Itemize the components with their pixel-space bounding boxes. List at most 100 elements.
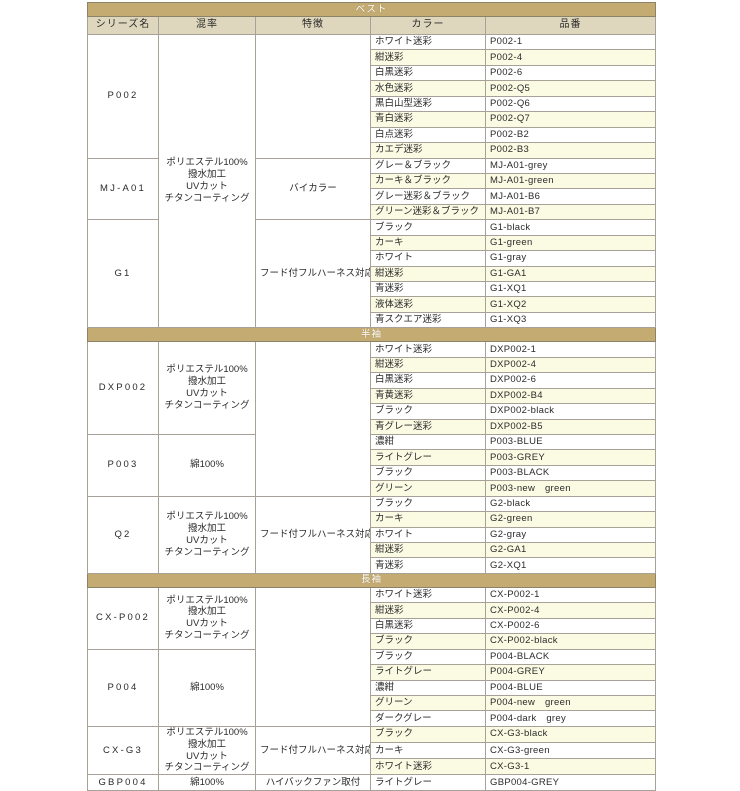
table-row: 青迷彩 G2-XQ1 xyxy=(88,557,656,574)
blend-cell: ポリエステル100% 撥水加工 UVカット チタンコーティング xyxy=(158,33,256,329)
blend-line: 撥水加工 xyxy=(187,606,226,618)
blend-line: ポリエステル100% xyxy=(166,726,248,738)
color-cell: ブラック xyxy=(370,403,486,420)
color-cell: ブラック xyxy=(370,219,486,236)
code-cell: G1-gray xyxy=(485,250,656,267)
color-cell: 白黒迷彩 xyxy=(370,617,486,635)
color-cell: ライトグレー xyxy=(370,774,486,791)
color-cell: ホワイト xyxy=(370,250,486,267)
color-cell: ホワイト迷彩 xyxy=(370,758,486,776)
code-cell: P003-BLUE xyxy=(485,433,656,451)
code-cell: DXP002-B4 xyxy=(485,387,656,405)
code-cell: P002-4 xyxy=(485,49,656,66)
code-cell: P002-6 xyxy=(485,64,656,82)
table-row: グリーン迷彩＆ブラック MJ-A01-B7 xyxy=(88,203,656,221)
series-cell: DXP002 xyxy=(87,341,159,435)
section-header-row: 長袖 xyxy=(87,572,656,588)
color-cell: グレー迷彩＆ブラック xyxy=(370,188,486,205)
blend-line: チタンコーティング xyxy=(164,193,250,205)
blend-line: ポリエステル100% xyxy=(166,364,248,376)
code-cell: G1-black xyxy=(485,219,656,236)
code-cell: DXP002-B5 xyxy=(485,418,656,435)
color-cell: カーキ xyxy=(370,741,486,760)
table-row: 青黄迷彩 DXP002-B4 xyxy=(88,387,656,405)
code-cell: CX-G3-black xyxy=(485,725,656,743)
color-cell: ブラック xyxy=(370,633,486,650)
table-row: G1 フード付フルハーネス対応 ブラック G1-black xyxy=(87,219,656,329)
feature-cell xyxy=(255,34,371,159)
color-cell: ホワイト迷彩 xyxy=(370,33,486,51)
code-cell: DXP002-4 xyxy=(485,356,656,374)
color-cell: ホワイト xyxy=(370,526,486,544)
series-cell: CX-P002 xyxy=(87,586,159,650)
column-header-code: 品番 xyxy=(485,16,656,35)
blend-cell: 綿100% xyxy=(158,648,256,727)
color-cell: ライトグレー xyxy=(370,664,486,681)
series-cell: P004 xyxy=(87,648,159,727)
table-row: 黒白山型迷彩 P002-Q6 xyxy=(88,95,656,113)
table-row: ダークグレー P004-dark grey xyxy=(88,710,656,727)
blend-line: ポリエステル100% xyxy=(166,511,248,523)
table-row: CX-G3 ポリエステル100% 撥水加工 UVカット チタンコーティング フード付フルハ… xyxy=(87,725,656,776)
column-header-feature: 特徴 xyxy=(255,16,371,35)
code-cell: G1-GA1 xyxy=(485,265,656,283)
table-row: 白黒迷彩 DXP002-6 xyxy=(88,372,656,389)
table-row: グリーン P004-new green xyxy=(88,694,656,712)
feature-cell: フード付フルハーネス対応 xyxy=(255,495,371,574)
code-cell: CX-G3-green xyxy=(485,741,656,760)
code-cell: DXP002-1 xyxy=(485,341,656,358)
code-cell: MJ-A01-B7 xyxy=(485,203,656,221)
column-header-row: シリーズ名 混率 特徴 カラー 品番 xyxy=(87,16,656,35)
blend-line: 撥水加工 xyxy=(187,522,226,534)
blend-line: UVカット xyxy=(186,534,228,546)
code-cell: CX-P002-1 xyxy=(485,586,656,604)
series-cell: Q2 xyxy=(87,495,159,574)
blend-cell: ポリエステル100% 撥水加工 UVカット チタンコーティング xyxy=(158,586,256,650)
feature-cell: ハイバックファン取付 xyxy=(255,774,371,791)
code-cell: P002-B2 xyxy=(485,126,656,144)
color-cell: グリーン xyxy=(370,480,486,497)
code-cell: DXP002-6 xyxy=(485,372,656,389)
blend-line: 綿100% xyxy=(190,776,224,788)
color-cell: 青白迷彩 xyxy=(370,111,486,128)
color-cell: 紺迷彩 xyxy=(370,265,486,283)
color-cell: ブラック xyxy=(370,725,486,743)
table-row: MJ-A01 バイカラー グレー＆ブラック MJ-A01-grey xyxy=(87,157,656,221)
table-row: P004 綿100% ブラック P004-BLACK xyxy=(87,648,656,727)
blend-line: 撥水加工 xyxy=(187,738,226,750)
color-cell: グレー＆ブラック xyxy=(370,157,486,174)
code-cell: P004-BLUE xyxy=(485,679,656,696)
color-cell: ダークグレー xyxy=(370,710,486,727)
code-cell: CX-P002-black xyxy=(485,633,656,650)
table-row: カーキ＆ブラック MJ-A01-green xyxy=(88,172,656,190)
feature-cell: バイカラー xyxy=(255,157,371,221)
color-cell: 水色迷彩 xyxy=(370,80,486,97)
code-cell: P004-dark grey xyxy=(485,710,656,727)
code-cell: P004-BLACK xyxy=(485,648,656,666)
code-cell: G2-green xyxy=(485,511,656,528)
blend-line: 綿100% xyxy=(190,681,224,693)
blend-line: チタンコーティング xyxy=(164,762,250,774)
series-cell: P003 xyxy=(87,433,159,497)
color-cell: ホワイト迷彩 xyxy=(370,341,486,358)
code-cell: G1-XQ2 xyxy=(485,296,656,313)
blend-line: ポリエステル100% xyxy=(166,594,248,606)
table-row: 液体迷彩 G1-XQ2 xyxy=(88,296,656,313)
code-cell: MJ-A01-green xyxy=(485,172,656,190)
code-cell: P002-Q5 xyxy=(485,80,656,97)
table-row: グレー迷彩＆ブラック MJ-A01-B6 xyxy=(88,188,656,205)
section-title: 長袖 xyxy=(87,572,656,588)
blend-line: ポリエステル100% xyxy=(166,157,248,169)
color-cell: ブラック xyxy=(370,495,486,513)
code-cell: P003-GREY xyxy=(485,449,656,466)
code-cell: G1-green xyxy=(485,234,656,252)
blend-line: UVカット xyxy=(186,181,228,193)
code-cell: G1-XQ1 xyxy=(485,280,656,298)
table-row: ブラック CX-P002-black xyxy=(88,633,656,650)
code-cell: G2-black xyxy=(485,495,656,513)
series-cell: MJ-A01 xyxy=(87,157,159,221)
table-row: CX-P002 ポリエステル100% 撥水加工 UVカット チタンコーティング ホワイト迷… xyxy=(87,586,656,727)
table-row: ライトグレー P003-GREY xyxy=(88,449,656,466)
table-row: P002 ポリエステル100% 撥水加工 UVカット チタンコーティング ホワイト迷彩 P0… xyxy=(87,33,656,329)
table-row: ブラック P003-BLACK xyxy=(88,464,656,482)
